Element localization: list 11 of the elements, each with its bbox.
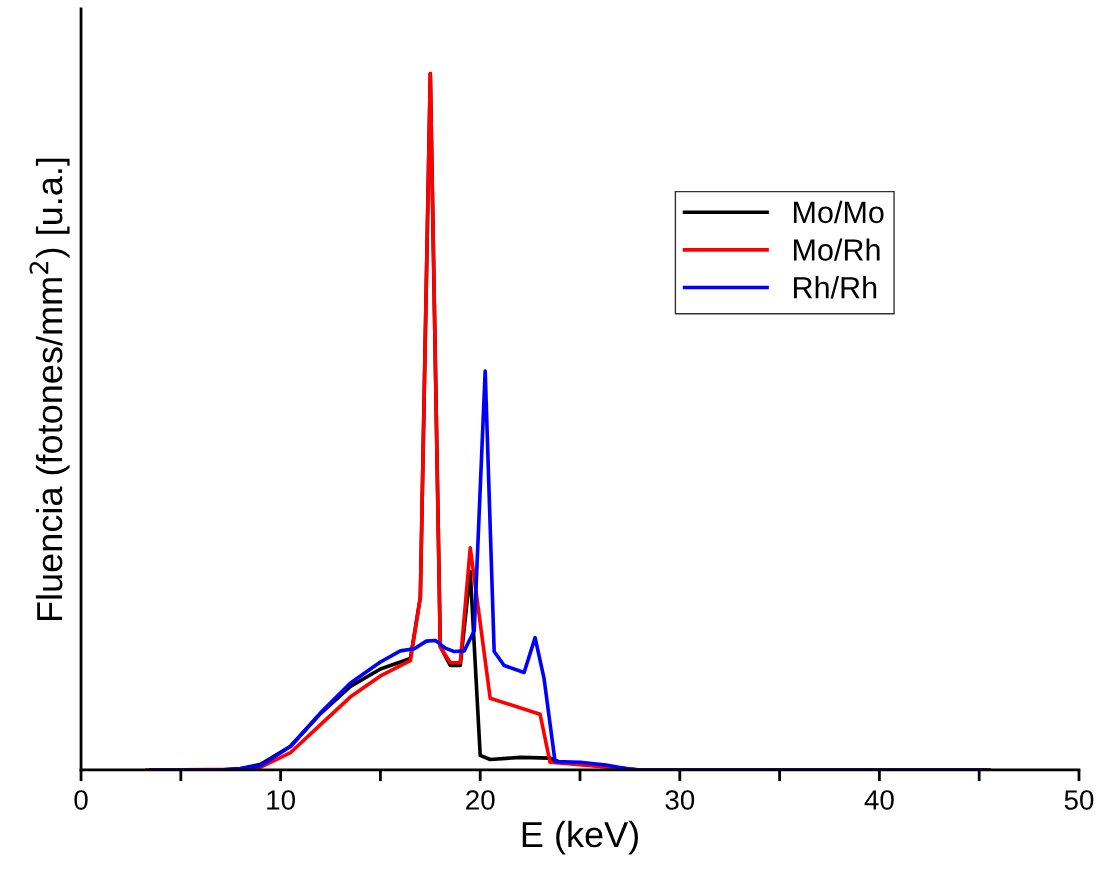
legend-label: Mo/Mo	[794, 200, 884, 224]
x-tick-label: 30	[665, 790, 695, 810]
x-tick-label: 40	[864, 790, 894, 810]
x-tick-label: 10	[267, 790, 295, 810]
x-tick-label: 0	[74, 790, 88, 810]
legend-label: Rh/Rh	[794, 276, 877, 299]
x-tick-label: 20	[466, 790, 495, 810]
x-tick-label: 50	[1064, 790, 1094, 810]
legend-label: Mo/Rh	[794, 238, 880, 261]
y-axis-title: Fluencia (fotones/mm$^{2}$) [u.a.]	[29, 158, 70, 621]
x-axis-title: E (keV)	[522, 820, 638, 855]
